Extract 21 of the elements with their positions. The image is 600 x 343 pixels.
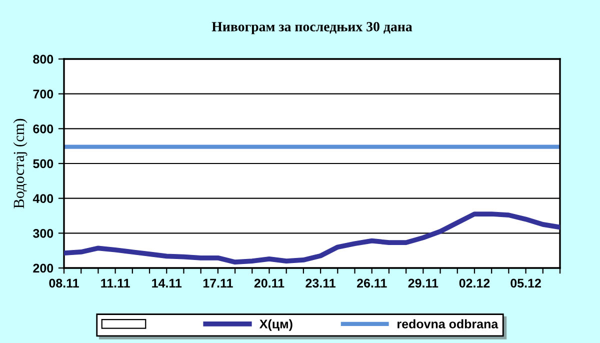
x-tick-label: 02.12 — [459, 278, 490, 288]
y-tick-label: 800 — [33, 54, 54, 64]
x-tick-label: 11.11 — [101, 278, 130, 288]
x-tick-label: 20.11 — [254, 278, 284, 288]
y-tick-label: 200 — [33, 264, 54, 273]
y-axis-title: Водостај (cm) — [13, 118, 28, 208]
legend-label: redovna odbrana — [398, 319, 498, 328]
x-tick-label: 05.12 — [510, 278, 541, 288]
y-tick-label: 500 — [33, 159, 54, 168]
x-tick-label: 26.11 — [357, 278, 387, 288]
y-tick-label: 600 — [33, 124, 54, 134]
y-tick-label: 300 — [33, 228, 54, 238]
x-tick-label: 17.11 — [203, 278, 233, 288]
x-tick-label: 23.11 — [306, 278, 336, 288]
chart-title: Нивограм за последњих 30 дана — [212, 22, 412, 34]
legend-label: X(цм) — [259, 319, 292, 331]
x-tick-label: 08.11 — [49, 278, 79, 288]
y-tick-label: 700 — [33, 90, 54, 98]
x-tick-label: 29.11 — [408, 278, 438, 288]
y-tick-label: 400 — [32, 194, 54, 203]
x-tick-label: 14.11 — [152, 278, 182, 288]
